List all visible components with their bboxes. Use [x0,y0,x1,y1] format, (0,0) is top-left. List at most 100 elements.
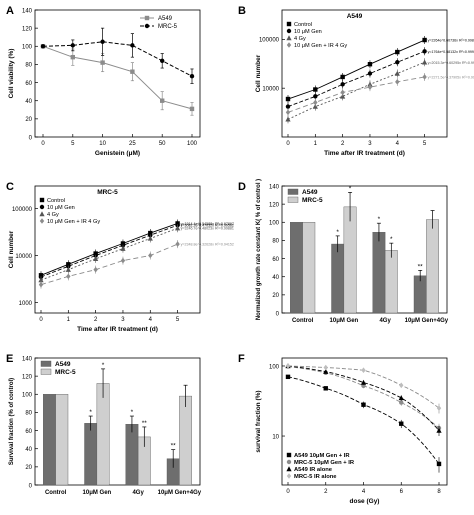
data-point [436,461,442,467]
legend-entry: Control [47,198,65,204]
y-tick-label: 40 [25,99,32,105]
y-tick-label: 140 [22,8,33,14]
data-point [160,98,165,103]
data-point [285,96,291,102]
y-tick-label: 10 [272,434,279,440]
y-tick-label: 100 [269,221,280,227]
legend-entry: A549 10μM Gen + IR [294,453,350,459]
x-tick-label: 25 [129,141,136,147]
fit-equation: y=2015.3e^0.60295x R²=0.99898 [428,61,474,65]
data-point [313,99,318,106]
bar [331,243,345,314]
bar [426,219,439,314]
x-tick-label: 3 [121,317,125,323]
y-axis-label: Normalized growth rate constant K( % of … [256,179,262,320]
data-point [189,106,195,112]
data-point [100,39,105,44]
significance-mark: * [336,229,339,236]
x-tick-label: 4 [362,489,366,495]
x-tick-label: 4 [149,317,153,323]
y-tick-label: 10000 [262,86,279,92]
y-tick-label: 20 [25,465,32,471]
fit-equation: y=3246.7e^0.48023x R²=0.99881 [181,227,234,231]
data-point [70,54,75,60]
panel-letter-f: F [238,353,245,365]
x-tick-label: 0 [41,141,45,147]
chart-title: A549 [347,13,363,20]
significance-mark: * [390,236,393,243]
data-point [40,44,46,49]
data-point [361,383,366,389]
y-tick-label: 1000 [19,301,33,307]
x-tick-label: 5 [176,317,180,323]
fit-line [40,227,178,281]
significance-mark: ** [418,263,424,270]
legend-marker [286,466,292,472]
y-axis-label: Cell number [8,230,15,268]
y-tick-label: 0 [29,483,33,489]
data-point [175,225,181,231]
data-point [285,116,291,122]
legend-entry: 10 μM Gen [47,205,75,211]
legend-entry: MRC-5 [158,24,178,30]
x-tick-label: 6 [400,489,404,495]
x-tick-label: 10 [99,141,106,147]
data-point [130,69,135,74]
bar [290,222,303,314]
significance-mark: * [102,362,105,369]
data-point [398,395,404,401]
significance-mark: ** [171,443,177,450]
plot-frame [34,357,201,486]
y-tick-label: 100000 [259,38,280,44]
data-point [422,74,427,80]
legend-entry: MRC-5 [55,369,76,376]
fit-equation: y=3082.2e^0.47032x R²=0.99562 [181,224,234,228]
data-point [367,71,373,76]
panel-a: A 0 20 40 60 80 100 120 140 0 5 10 25 50 100 Cell viabi… [6,5,201,157]
category-label: Control [292,318,314,324]
data-point [285,374,291,380]
x-tick-label: 1 [314,141,318,147]
plot-frame [281,9,448,138]
legend-entry: 10 μM Gen + IR 4 Gy [47,219,100,225]
legend-marker [286,21,292,27]
y-tick-label: 80 [25,411,32,417]
legend-marker [39,218,45,224]
bar [372,232,386,314]
x-tick-label: 8 [437,489,441,495]
legend-entry: MRC-5 IR alone [294,474,337,480]
fit-curve [287,365,440,431]
plot-frame [281,185,448,314]
data-point [70,43,76,48]
y-axis-label: survival fraction (%) [255,390,262,452]
y-tick-label: 100 [269,364,280,370]
y-tick-label: 100000 [12,207,33,213]
category-label: Control [45,490,67,496]
category-label: 10μM Gen+4Gy [158,490,202,496]
y-tick-label: 140 [22,356,33,362]
data-point [422,49,427,54]
bar [179,395,192,486]
data-point [361,367,366,374]
y-tick-label: 60 [25,429,32,435]
data-point [360,379,367,385]
bar [343,206,357,314]
fit-curve [287,366,440,429]
significance-mark: * [89,409,92,416]
y-tick-label: 80 [272,239,279,245]
fit-line [40,223,178,276]
data-point [120,257,126,264]
y-axis-label: Cell viability (%) [8,49,15,99]
x-axis-label: dose (Gy) [350,498,380,505]
y-tick-label: 20 [25,117,32,123]
chart-title: MRC-5 [97,189,118,196]
y-tick-label: 0 [276,311,280,317]
data-point [323,368,329,374]
significance-mark: * [131,409,134,416]
data-point [285,109,291,116]
panel-letter-b: B [238,5,246,17]
panel-letter-e: E [6,353,13,365]
data-point [66,273,71,280]
significance-mark: * [349,185,352,192]
x-tick-label: 0 [286,489,290,495]
